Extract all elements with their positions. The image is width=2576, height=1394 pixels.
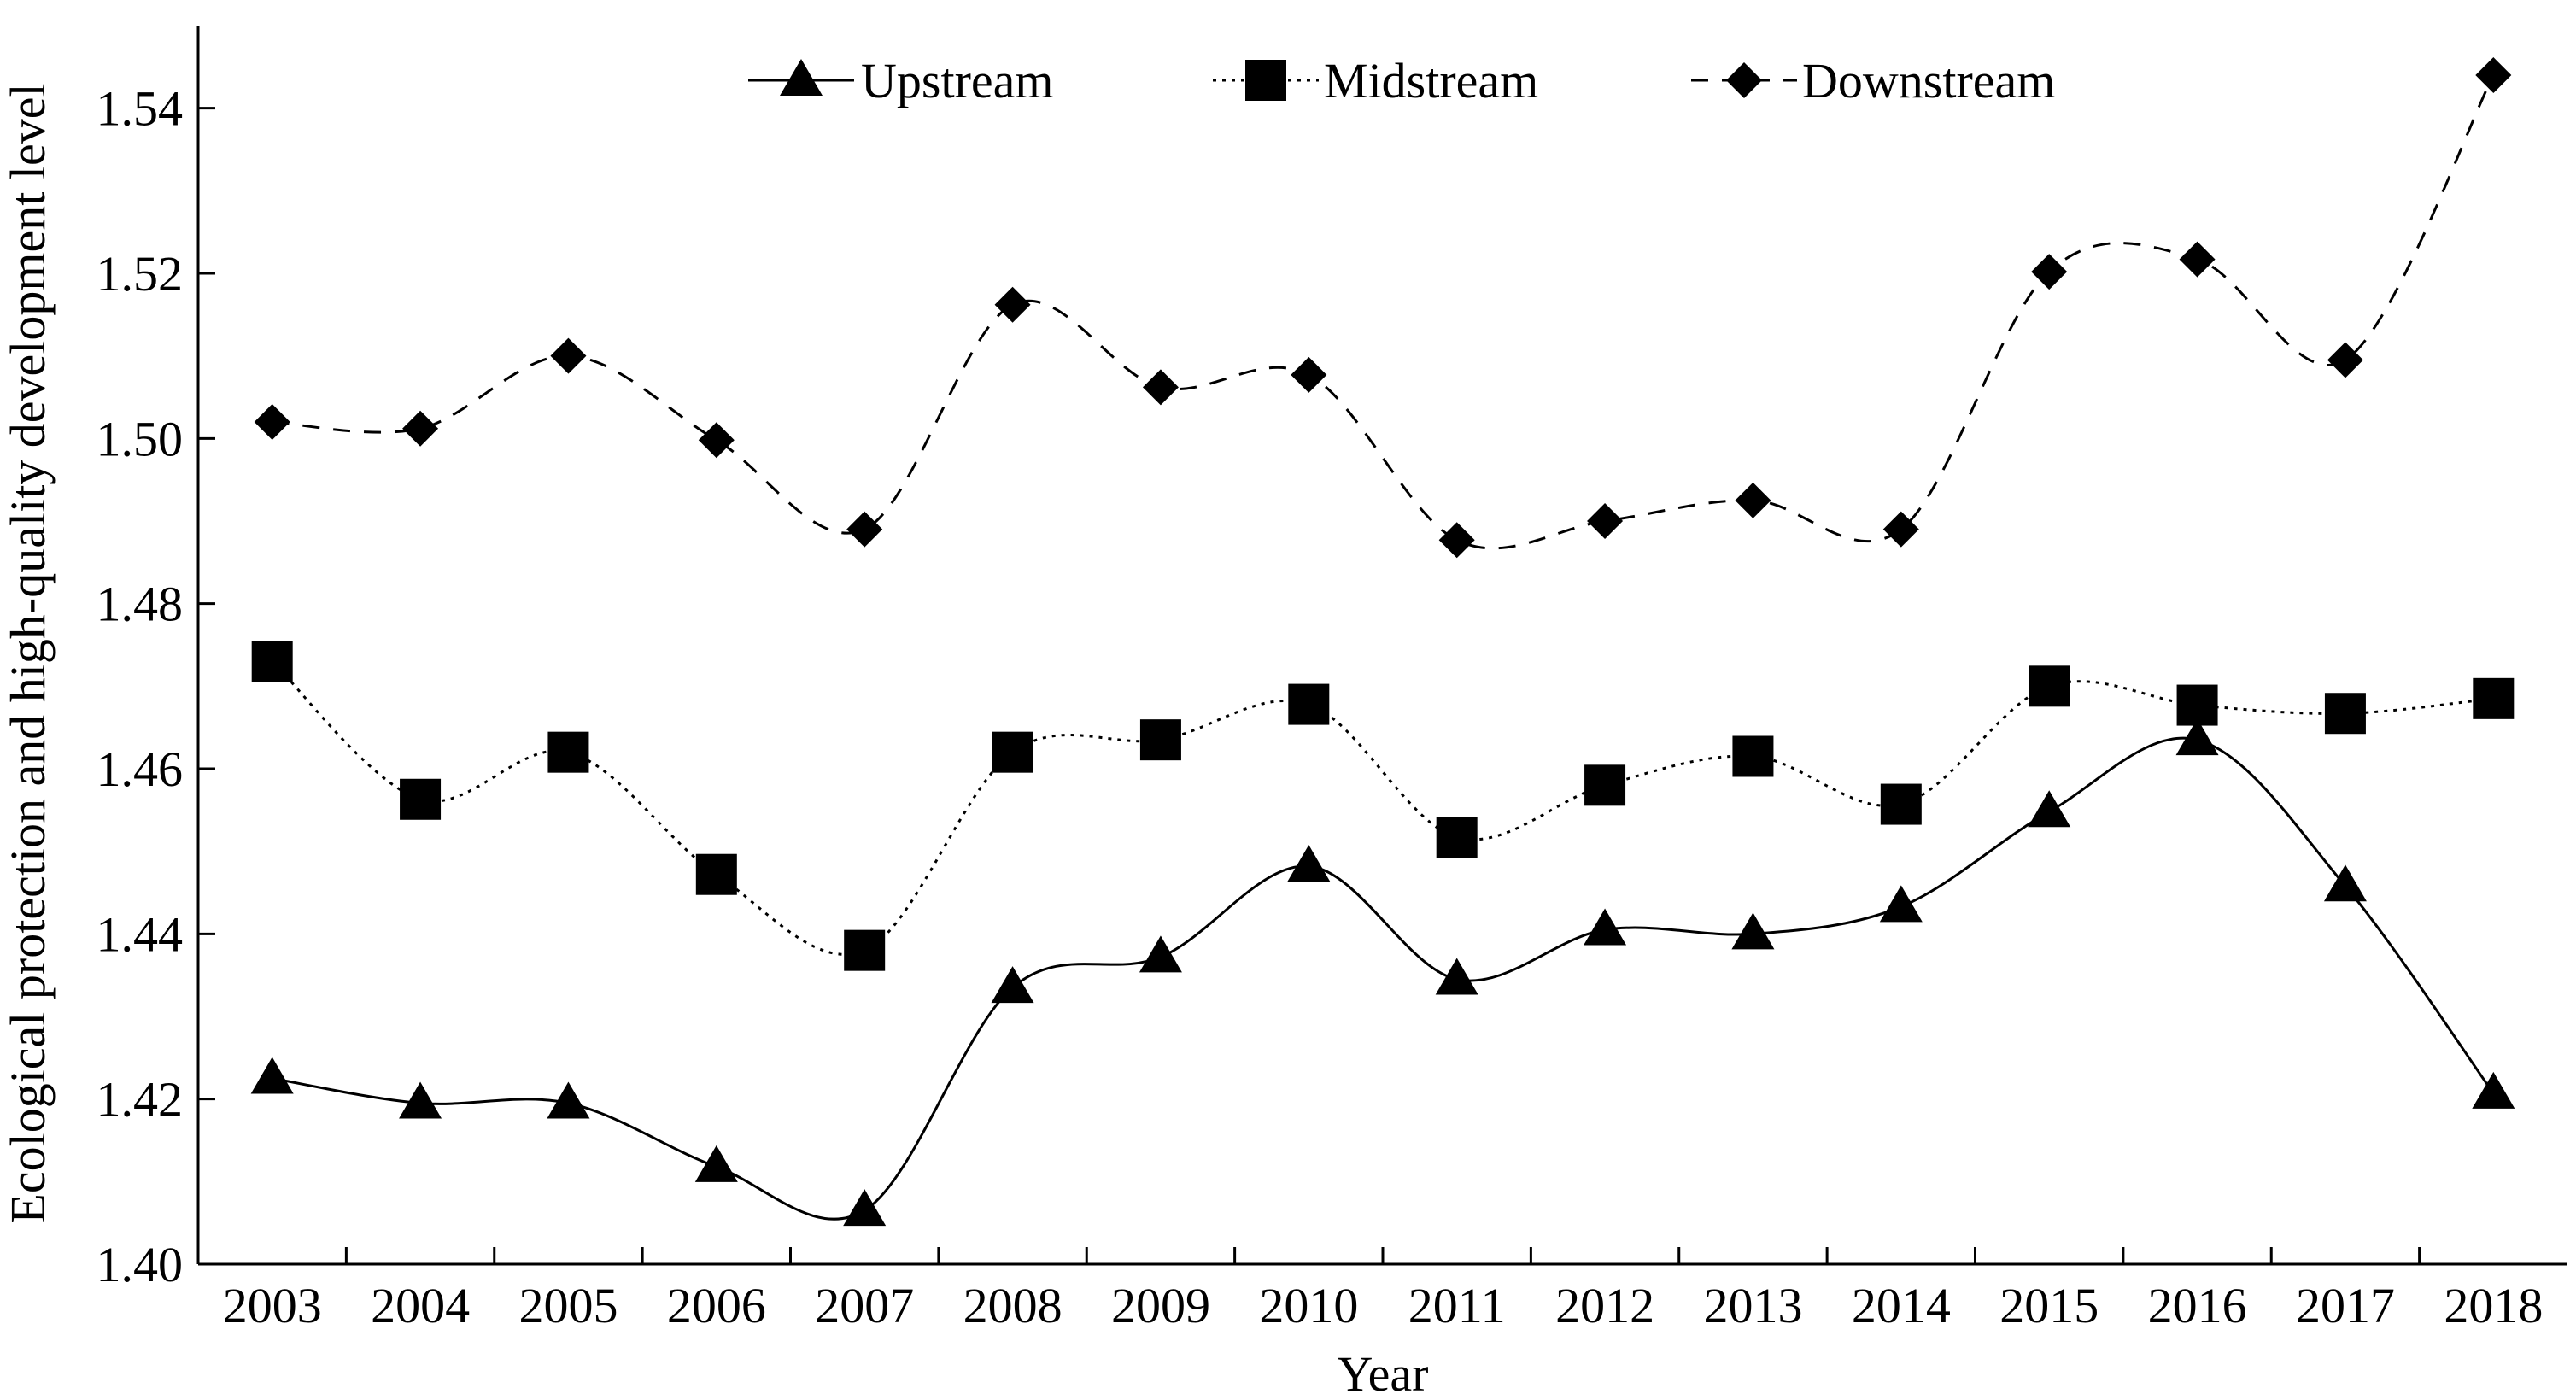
upstream-point-2010	[1287, 845, 1331, 882]
midstream-point-2005	[547, 731, 589, 773]
legend-marker	[780, 59, 823, 96]
y-tick-label: 1.46	[97, 741, 184, 797]
upstream-point-2012	[1584, 908, 1627, 946]
downstream-point-2017	[2327, 342, 2363, 378]
midstream-point-2012	[1584, 764, 1626, 806]
midstream-point-2006	[695, 853, 737, 895]
downstream-point-2016	[2179, 241, 2216, 278]
y-tick-label: 1.42	[97, 1072, 184, 1128]
upstream-point-2018	[2472, 1071, 2515, 1109]
downstream-point-2018	[2475, 57, 2512, 93]
downstream-point-2009	[1142, 369, 1179, 406]
upstream-point-2011	[1435, 958, 1478, 995]
midstream-point-2015	[2029, 665, 2070, 707]
upstream-point-2016	[2175, 718, 2219, 756]
downstream-point-2005	[550, 337, 587, 374]
legend-label: Upstream	[861, 53, 1054, 108]
x-tick-label: 2016	[2148, 1278, 2247, 1333]
downstream-point-2007	[846, 511, 883, 548]
x-tick-label: 2008	[963, 1278, 1063, 1333]
midstream-point-2010	[1288, 683, 1330, 725]
x-axis-title: Year	[1338, 1346, 1429, 1394]
downstream-point-2015	[2031, 254, 2068, 290]
x-tick-label: 2009	[1111, 1278, 1210, 1333]
upstream-point-2008	[991, 966, 1034, 1004]
legend-item-upstream: Upstream	[748, 53, 1054, 108]
x-tick-label: 2007	[815, 1278, 914, 1333]
x-tick-label: 2005	[518, 1278, 618, 1333]
midstream-point-2018	[2473, 677, 2515, 719]
downstream-point-2012	[1587, 503, 1624, 539]
legend-marker	[1245, 60, 1286, 101]
legend: Upstream Midstream Downstream	[748, 53, 2055, 108]
upstream-point-2015	[2028, 790, 2071, 828]
midstream-line	[271, 660, 2494, 956]
x-tick-label: 2003	[223, 1278, 322, 1333]
series-midstream	[251, 641, 2515, 971]
legend-item-downstream: Downstream	[1691, 53, 2055, 108]
midstream-point-2013	[1732, 735, 1774, 777]
downstream-point-2004	[402, 410, 439, 447]
x-tick-label: 2018	[2444, 1278, 2543, 1333]
legend-marker	[1726, 62, 1762, 98]
midstream-point-2007	[844, 929, 886, 971]
downstream-point-2011	[1438, 522, 1475, 559]
x-tick-label: 2015	[1999, 1278, 2099, 1333]
downstream-point-2006	[698, 422, 735, 459]
legend-label: Midstream	[1324, 53, 1538, 108]
midstream-point-2011	[1436, 817, 1478, 858]
x-tick-label: 2006	[667, 1278, 766, 1333]
y-axis-title: Ecological protection and high-quality d…	[0, 83, 56, 1223]
y-tick-label: 1.50	[97, 411, 184, 466]
midstream-point-2014	[1880, 783, 1922, 825]
upstream-point-2003	[250, 1057, 294, 1094]
legend-item-midstream: Midstream	[1213, 53, 1538, 108]
upstream-line	[272, 736, 2495, 1221]
upstream-point-2014	[1879, 885, 1923, 922]
downstream-line	[272, 74, 2495, 550]
x-tick-label: 2010	[1259, 1278, 1358, 1333]
upstream-point-2013	[1731, 912, 1775, 950]
x-tick-label: 2017	[2296, 1278, 2395, 1333]
x-tick-label: 2004	[371, 1278, 470, 1333]
y-tick-label: 1.54	[97, 81, 184, 137]
downstream-point-2014	[1882, 511, 1919, 548]
x-tick-label: 2014	[1852, 1278, 1951, 1333]
x-tick-label: 2011	[1408, 1278, 1506, 1333]
y-tick-label: 1.44	[97, 906, 184, 962]
x-tick-label: 2012	[1555, 1278, 1654, 1333]
downstream-point-2013	[1735, 482, 1771, 518]
midstream-point-2008	[992, 731, 1033, 773]
y-axis-ticks: 1.40 1.42 1.44 1.46 1.48 1.50 1.52 1.54	[97, 81, 215, 1292]
y-tick-label: 1.40	[97, 1237, 184, 1292]
midstream-point-2009	[1139, 719, 1181, 761]
upstream-point-2009	[1139, 935, 1182, 973]
midstream-point-2017	[2324, 693, 2366, 735]
series-layer	[250, 57, 2515, 1227]
upstream-point-2005	[547, 1081, 590, 1119]
legend-label: Downstream	[1802, 53, 2055, 108]
upstream-point-2007	[843, 1189, 887, 1227]
series-downstream	[254, 57, 2512, 559]
x-axis-ticks: 2003 2004 2005 2006 2007 2008 2009 2010 2011 2012…	[223, 1247, 2543, 1333]
axes	[196, 26, 2567, 1266]
downstream-point-2010	[1291, 356, 1327, 393]
y-tick-label: 1.52	[97, 246, 184, 302]
upstream-point-2004	[399, 1081, 442, 1119]
upstream-point-2006	[694, 1145, 738, 1182]
x-tick-label: 2013	[1703, 1278, 1802, 1333]
midstream-point-2016	[2176, 684, 2218, 726]
midstream-point-2003	[251, 641, 293, 682]
midstream-point-2004	[400, 778, 442, 820]
downstream-point-2003	[254, 404, 290, 440]
series-upstream	[250, 718, 2515, 1227]
downstream-point-2008	[994, 286, 1031, 323]
y-tick-label: 1.48	[97, 577, 184, 632]
upstream-point-2017	[2323, 864, 2367, 902]
